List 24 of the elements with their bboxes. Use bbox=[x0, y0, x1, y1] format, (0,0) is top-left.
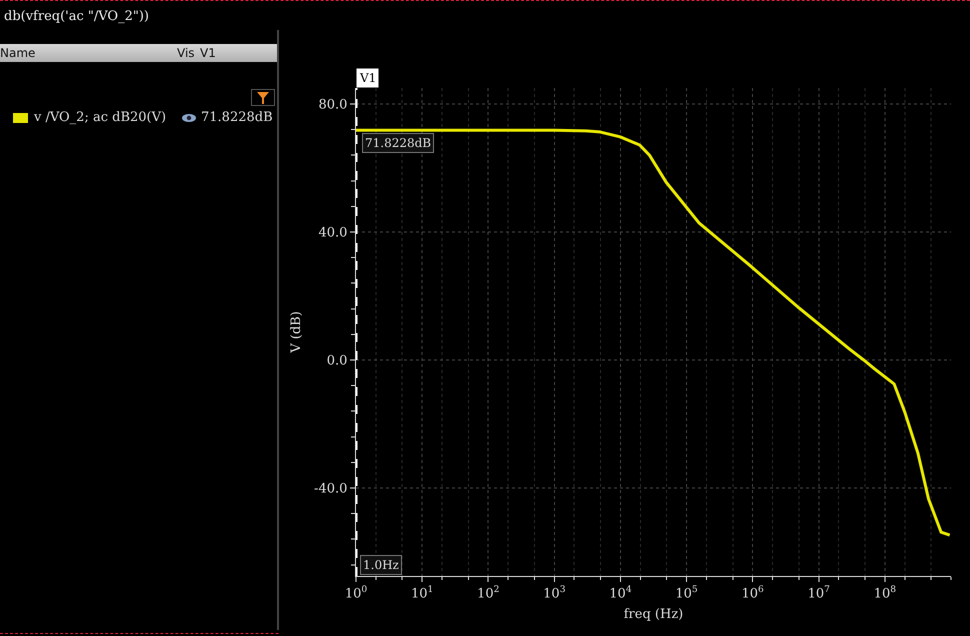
text: db(vfreq('ac "/VO_2")) bbox=[4, 9, 149, 24]
y-tick-label: 80.0 bbox=[318, 98, 348, 113]
y-tick-label: 40.0 bbox=[318, 226, 348, 241]
annotation: 1.0Hz bbox=[363, 558, 399, 572]
x-tick-label: 10$^{7}$ bbox=[808, 585, 830, 602]
y-tick-label: 0.0 bbox=[326, 354, 348, 369]
x-tick-label: 10$^{5}$ bbox=[675, 585, 698, 602]
y-axis-title: V (dB) bbox=[289, 311, 304, 354]
x-tick-label: 10$^{4}$ bbox=[609, 585, 632, 602]
x-tick-label: 10$^{6}$ bbox=[742, 585, 764, 602]
ref-line-label: V1 bbox=[359, 71, 376, 85]
text: V1 bbox=[200, 46, 216, 60]
text: Vis bbox=[177, 46, 195, 60]
legend-label: v /VO_2; ac dB20(V) bbox=[34, 110, 166, 125]
annotation: 71.8228dB bbox=[365, 136, 432, 150]
x-tick-label: 10$^{0}$ bbox=[344, 585, 368, 602]
x-tick-label: 10$^{3}$ bbox=[543, 585, 566, 602]
x-axis-title: freq (Hz) bbox=[624, 607, 684, 622]
text: Name bbox=[0, 46, 36, 60]
x-tick-label: 10$^{8}$ bbox=[874, 585, 896, 602]
x-tick-label: 10$^{2}$ bbox=[477, 585, 500, 602]
x-tick-label: 10$^{1}$ bbox=[410, 585, 434, 602]
text: 71.8228dB bbox=[201, 110, 273, 125]
y-tick-label: -40.0 bbox=[314, 482, 348, 497]
